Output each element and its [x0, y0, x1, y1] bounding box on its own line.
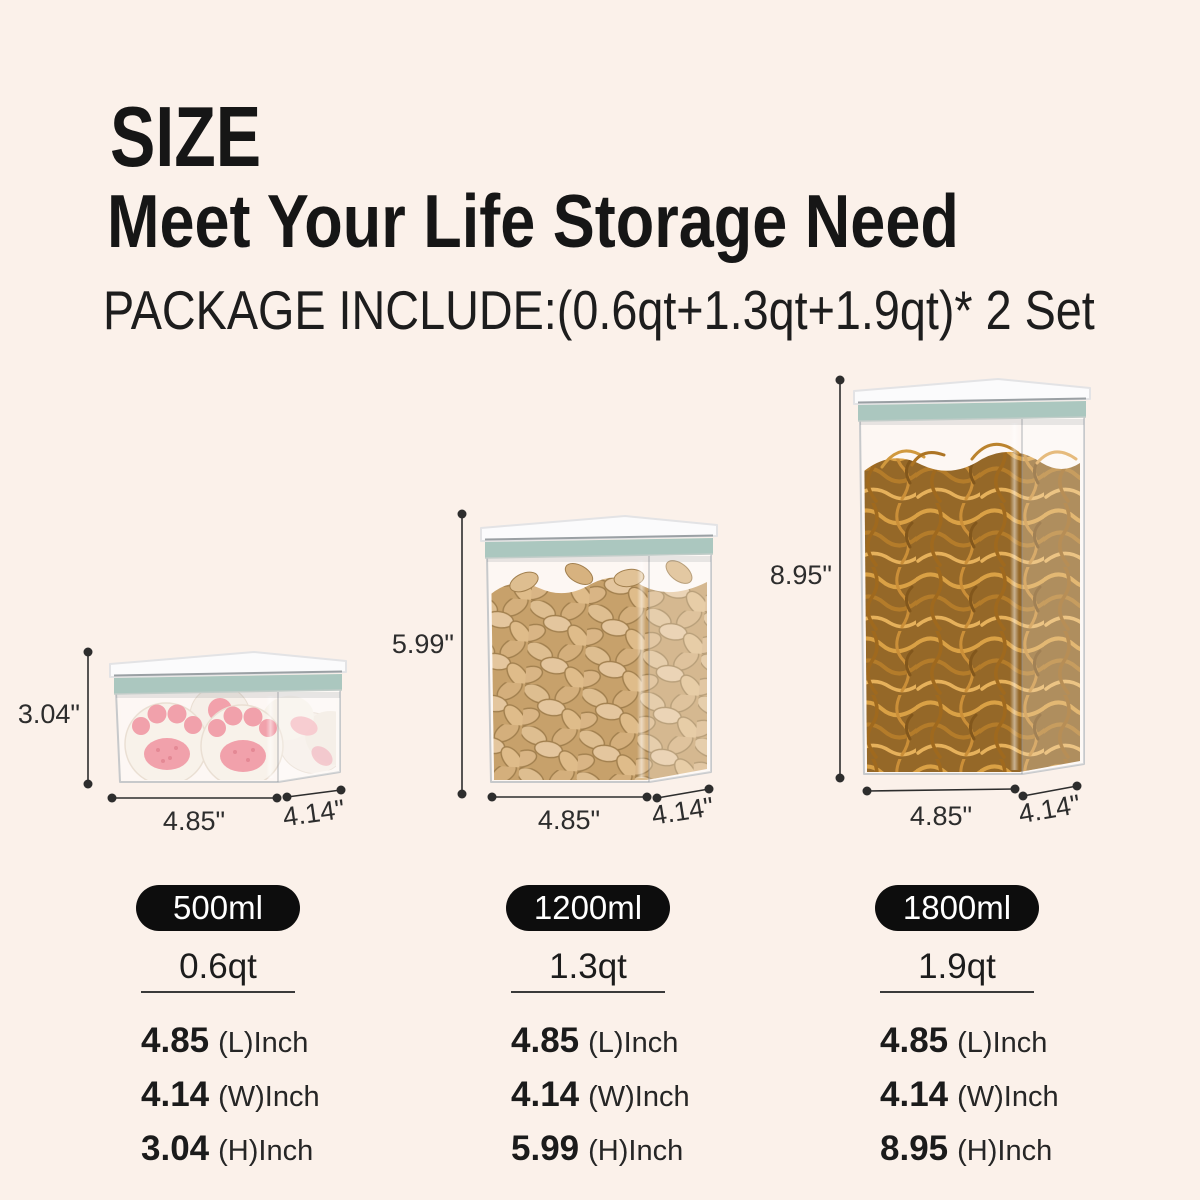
page-title: SIZE: [110, 90, 262, 185]
spec-value: 4.85: [880, 1021, 949, 1060]
dim-medium-width: 4.14": [650, 784, 716, 831]
container-small: [109, 651, 347, 783]
spec-value: 4.14: [880, 1075, 949, 1114]
divider: [141, 991, 295, 993]
spec-row-length: 4.85 (L)Inch: [880, 1017, 1067, 1071]
container-medium-contents: [491, 558, 707, 780]
volume-badge-label: 1800ml: [902, 889, 1012, 926]
spec-value: 4.85: [511, 1021, 580, 1060]
dim-label-medium-length: 4.85": [538, 805, 600, 835]
dim-medium-height: 5.99": [392, 509, 467, 799]
spec-value: 5.99: [511, 1129, 580, 1168]
dim-label-large-height: 8.95": [770, 560, 832, 590]
spec-column-medium: 1200ml 1.3qt 4.85 (L)Inch 4.14 (W)Inch 5.9…: [478, 885, 698, 1179]
page-subtitle: Meet Your Life Storage Need: [107, 179, 959, 263]
dim-label-small-width: 4.14": [281, 794, 347, 832]
volume-badge-label: 500ml: [173, 889, 263, 926]
dim-small-height: 3.04": [18, 647, 93, 789]
spec-column-large: 1800ml 1.9qt 4.85 (L)Inch 4.14 (W)Inch 8.9…: [847, 885, 1067, 1179]
spec-unit: (H)Inch: [218, 1135, 314, 1167]
dim-large-height: 8.95": [770, 375, 845, 783]
dim-small-length: 4.85": [107, 793, 282, 836]
container-large-side-face: [1022, 415, 1084, 774]
dim-label-large-width: 4.14": [1016, 789, 1082, 829]
spec-value: 3.04: [141, 1129, 210, 1168]
container-large-lid: [853, 378, 1091, 422]
volume-badge: 1800ml: [875, 885, 1039, 931]
spec-unit: (H)Inch: [957, 1135, 1053, 1167]
quart-label: 1.9qt: [918, 947, 996, 986]
spec-unit: (W)Inch: [588, 1081, 690, 1113]
dim-small-width: 4.14": [281, 785, 347, 832]
spec-unit: (L)Inch: [957, 1027, 1048, 1059]
volume-badge: 500ml: [136, 885, 300, 931]
spec-row-length: 4.85 (L)Inch: [141, 1017, 328, 1071]
spec-value: 4.85: [141, 1021, 210, 1060]
spec-value: 8.95: [880, 1129, 949, 1168]
spec-unit: (W)Inch: [957, 1081, 1059, 1113]
spec-row-height: 3.04 (H)Inch: [141, 1125, 328, 1179]
volume-badge: 1200ml: [506, 885, 670, 931]
divider: [511, 991, 665, 993]
package-include-line: PACKAGE INCLUDE:(0.6qt+1.3qt+1.9qt)* 2 S…: [103, 279, 1095, 341]
spec-row-height: 8.95 (H)Inch: [880, 1125, 1067, 1179]
dim-label-small-height: 3.04": [18, 699, 80, 729]
spec-unit: (H)Inch: [588, 1135, 684, 1167]
dim-medium-length: 4.85": [487, 792, 652, 835]
spec-row-length: 4.85 (L)Inch: [511, 1017, 698, 1071]
container-large-contents: [864, 421, 1080, 772]
container-small-contents: [120, 690, 336, 780]
quart-label: 0.6qt: [179, 947, 257, 986]
dim-label-medium-width: 4.14": [650, 791, 716, 830]
spec-row-width: 4.14 (W)Inch: [880, 1071, 1067, 1125]
lid-mint-band: [485, 538, 713, 558]
dim-label-large-length: 4.85": [910, 801, 972, 831]
container-medium-side-face: [649, 552, 711, 782]
lid-mint-band: [114, 674, 342, 694]
spec-value: 4.14: [141, 1075, 210, 1114]
container-small-lid: [109, 651, 347, 695]
spec-unit: (L)Inch: [218, 1027, 309, 1059]
container-large: [853, 378, 1091, 775]
container-medium: [480, 515, 718, 783]
dim-label-medium-height: 5.99": [392, 629, 454, 659]
divider: [880, 991, 1034, 993]
spec-row-width: 4.14 (W)Inch: [511, 1071, 698, 1125]
dim-large-width: 4.14": [1016, 781, 1083, 829]
quart-label: 1.3qt: [549, 947, 627, 986]
spec-row-width: 4.14 (W)Inch: [141, 1071, 328, 1125]
dim-label-small-length: 4.85": [163, 806, 225, 836]
container-medium-lid: [480, 515, 718, 559]
container-small-side-face: [278, 688, 340, 782]
volume-badge-label: 1200ml: [533, 889, 643, 926]
spec-column-small: 500ml 0.6qt 4.85 (L)Inch 4.14 (W)Inch 3.04…: [108, 885, 328, 1179]
dim-large-length: 4.85": [862, 784, 1020, 831]
spec-unit: (W)Inch: [218, 1081, 320, 1113]
spec-row-height: 5.99 (H)Inch: [511, 1125, 698, 1179]
spec-value: 4.14: [511, 1075, 580, 1114]
lid-mint-band: [858, 401, 1086, 421]
spec-unit: (L)Inch: [588, 1027, 679, 1059]
